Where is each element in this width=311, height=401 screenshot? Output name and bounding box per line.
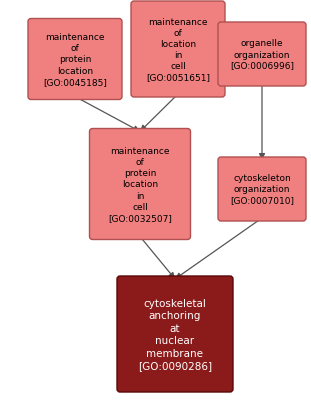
- Text: maintenance
of
protein
location
[GO:0045185]: maintenance of protein location [GO:0045…: [43, 33, 107, 87]
- FancyBboxPatch shape: [218, 158, 306, 221]
- Text: cytoskeletal
anchoring
at
nuclear
membrane
[GO:0090286]: cytoskeletal anchoring at nuclear membra…: [138, 298, 212, 370]
- Text: maintenance
of
location
in
cell
[GO:0051651]: maintenance of location in cell [GO:0051…: [146, 18, 210, 82]
- FancyBboxPatch shape: [117, 276, 233, 392]
- FancyBboxPatch shape: [28, 20, 122, 100]
- Text: cytoskeleton
organization
[GO:0007010]: cytoskeleton organization [GO:0007010]: [230, 174, 294, 205]
- Text: maintenance
of
protein
location
in
cell
[GO:0032507]: maintenance of protein location in cell …: [108, 147, 172, 222]
- FancyBboxPatch shape: [90, 129, 191, 240]
- FancyBboxPatch shape: [131, 2, 225, 98]
- FancyBboxPatch shape: [218, 23, 306, 87]
- Text: organelle
organization
[GO:0006996]: organelle organization [GO:0006996]: [230, 39, 294, 71]
